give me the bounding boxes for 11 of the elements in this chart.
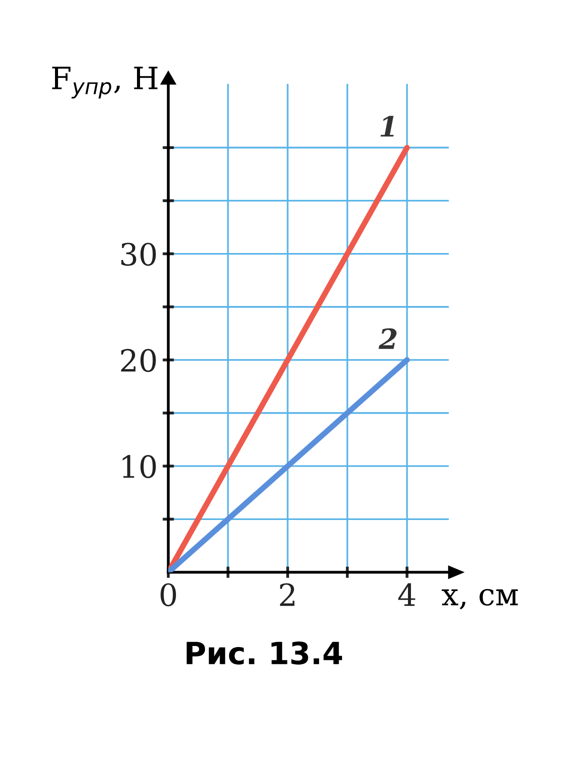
y-axis-title: F$_{упр}$, Н bbox=[52, 66, 158, 99]
series-label: 2 bbox=[378, 328, 396, 349]
x-tick-label: 4 bbox=[398, 583, 416, 606]
y-tick-label: 20 bbox=[121, 348, 156, 372]
x-axis-title: x, см bbox=[442, 588, 518, 610]
text: Рис. 13.4 bbox=[186, 641, 342, 665]
series-label: 1 bbox=[380, 116, 394, 137]
y-tick-label: 30 bbox=[121, 242, 156, 266]
x-tick-label: 2 bbox=[280, 583, 294, 606]
x-tick-label: 0 bbox=[160, 583, 176, 606]
y-tick-label: 10 bbox=[122, 455, 156, 478]
